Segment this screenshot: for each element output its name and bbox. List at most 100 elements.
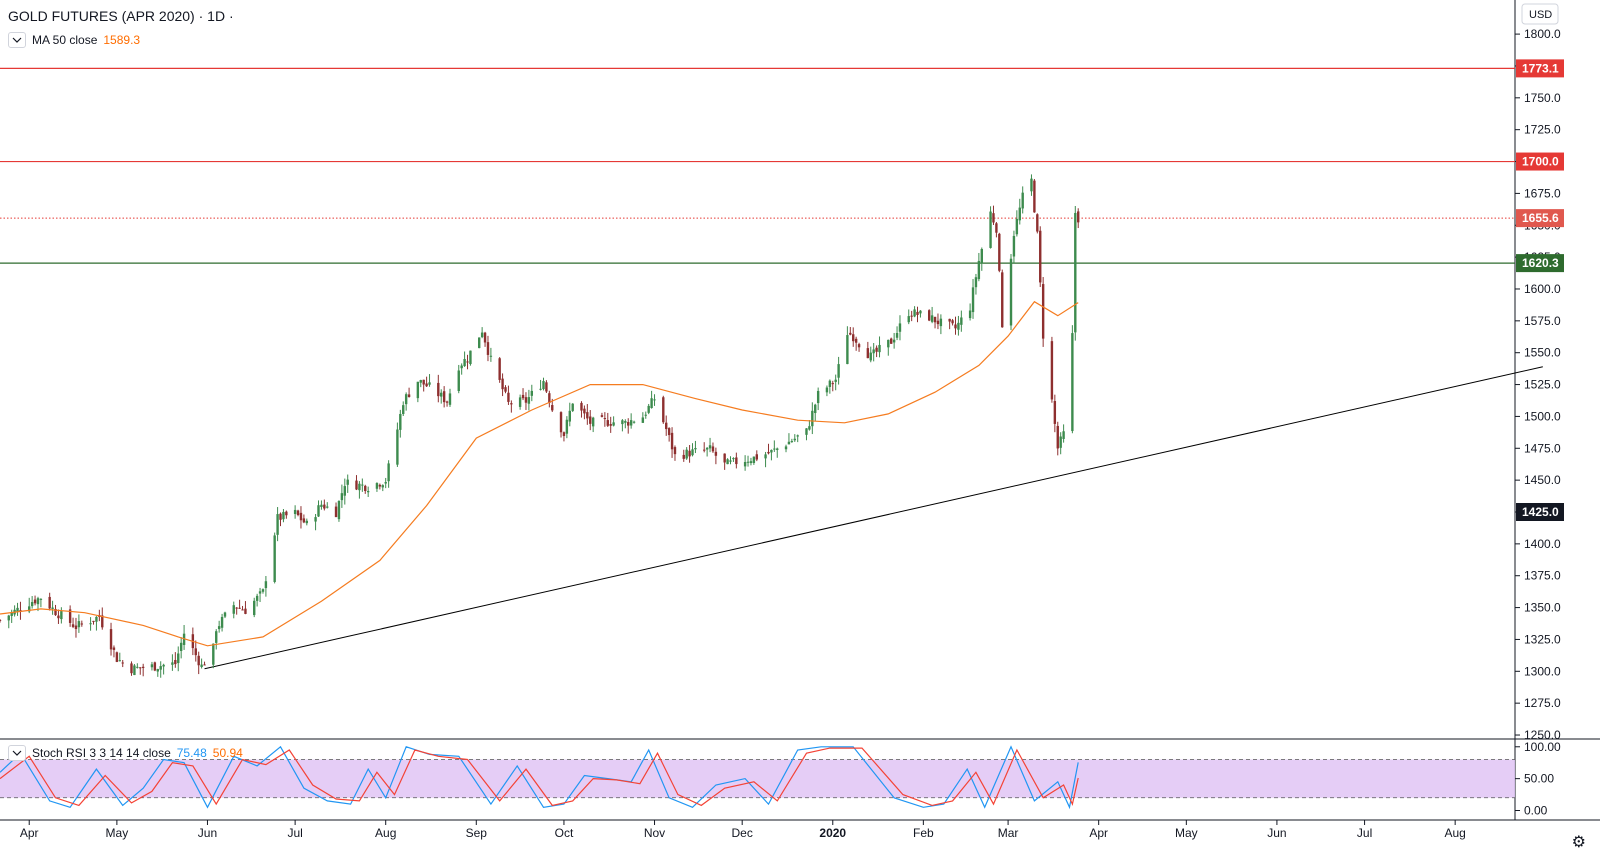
candle-body — [361, 484, 364, 486]
candle-body — [10, 612, 13, 617]
candle-body — [302, 518, 306, 523]
candle-body — [627, 422, 630, 426]
candle-body — [0, 620, 2, 622]
candle-body — [916, 311, 919, 315]
price-label-resistance — [1516, 152, 1564, 171]
candle-body — [1077, 211, 1080, 223]
candle-body — [92, 620, 95, 622]
candle-body — [632, 421, 636, 423]
candle-body — [624, 421, 627, 423]
candle-body — [875, 347, 878, 352]
candle-body — [773, 448, 776, 450]
candle-body — [811, 410, 814, 427]
candle-body — [752, 456, 756, 464]
candle-body — [670, 432, 674, 450]
candle-body — [971, 287, 975, 313]
candle-body — [816, 390, 820, 404]
candle-body — [437, 382, 440, 397]
time-tick-label: 2020 — [819, 826, 846, 840]
candle-body — [425, 383, 428, 387]
candle-body — [685, 449, 688, 459]
candle-body — [498, 358, 501, 380]
stoch-legend-toggle[interactable] — [8, 745, 26, 761]
candle-body — [691, 449, 694, 456]
candle-body — [442, 391, 446, 403]
ma-legend-toggle[interactable] — [8, 32, 26, 48]
candle-body — [253, 600, 256, 616]
candle-body — [215, 631, 218, 643]
candle-body — [486, 342, 490, 355]
candle-body — [1074, 212, 1077, 333]
candle-body — [548, 393, 551, 404]
time-tick-label: Jul — [1357, 826, 1372, 840]
candle-body — [7, 615, 10, 621]
candle-body — [279, 513, 282, 520]
candle-body — [130, 663, 133, 674]
price-tick-label: 1500.0 — [1524, 409, 1561, 423]
candle-body — [910, 315, 913, 317]
candle-body — [89, 623, 92, 625]
candle-body — [521, 394, 525, 399]
candle-body — [694, 448, 697, 450]
time-tick-label: Jun — [1267, 826, 1286, 840]
candle-body — [109, 629, 113, 650]
candle-body — [121, 662, 124, 664]
candle-body — [662, 397, 665, 423]
ma-legend: MA 50 close 1589.3 — [8, 32, 140, 48]
candle-body — [960, 317, 963, 325]
ma50-line — [0, 300, 1079, 647]
candle-body — [460, 365, 463, 369]
candle-body — [603, 418, 607, 420]
candle-body — [913, 309, 916, 317]
candle-body — [299, 512, 303, 521]
ma-legend-label: MA 50 close — [32, 33, 98, 47]
candle-body — [872, 349, 875, 354]
price-label-support — [1516, 254, 1564, 273]
candle-body — [895, 332, 899, 338]
candle-body — [650, 398, 653, 409]
price-label-text: 1773.1 — [1522, 61, 1559, 75]
candle-body — [101, 615, 104, 628]
candle-body — [711, 446, 715, 452]
candle-body — [755, 454, 758, 460]
time-tick-label: May — [106, 826, 129, 840]
candle-body — [483, 332, 487, 343]
candle-body — [179, 642, 183, 651]
candle-body — [402, 405, 405, 414]
candle-body — [54, 608, 57, 616]
stoch-d-line — [0, 747, 1079, 807]
candle-body — [980, 249, 983, 264]
candle-body — [197, 655, 200, 666]
candle-body — [1036, 214, 1039, 232]
price-tick-label: 1325.0 — [1524, 632, 1561, 646]
stoch-tick-label: 100.00 — [1524, 740, 1561, 754]
candle-body — [384, 482, 387, 484]
candle-body — [705, 447, 709, 450]
candle-body — [60, 611, 63, 620]
candle-body — [355, 480, 358, 490]
candle-body — [337, 501, 341, 520]
gear-icon[interactable]: ⚙ — [1571, 834, 1586, 851]
time-tick-label: Jul — [287, 826, 302, 840]
candle-body — [314, 517, 317, 522]
candles — [0, 174, 1080, 678]
candle-body — [217, 626, 221, 630]
candle-body — [1015, 218, 1019, 235]
candle-body — [261, 589, 265, 592]
price-tick-label: 1475.0 — [1524, 441, 1561, 455]
candle-body — [358, 483, 361, 491]
candle-body — [305, 520, 309, 524]
candle-body — [203, 664, 206, 666]
candle-body — [19, 610, 22, 612]
candle-body — [57, 615, 60, 619]
candle-body — [703, 449, 706, 451]
candle-body — [255, 595, 259, 601]
stoch-tick-label: 0.00 — [1524, 804, 1548, 818]
candle-body — [118, 660, 122, 662]
candle-body — [857, 344, 861, 348]
candle-body — [1041, 284, 1045, 339]
candle-body — [542, 381, 545, 390]
candle-body — [396, 429, 399, 465]
